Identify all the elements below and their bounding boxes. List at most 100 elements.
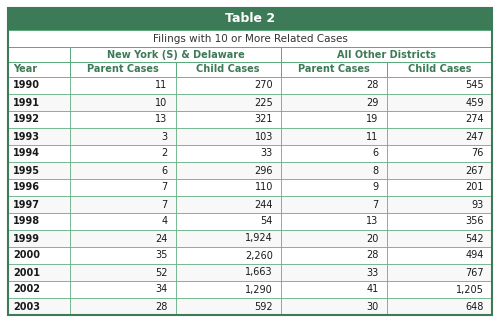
Bar xyxy=(281,298,386,315)
Text: Table 2: Table 2 xyxy=(225,12,275,26)
Bar xyxy=(8,298,70,315)
Text: 7: 7 xyxy=(161,199,168,210)
Text: 2001: 2001 xyxy=(13,268,40,277)
Text: 321: 321 xyxy=(254,115,273,124)
Text: New York (S) & Delaware: New York (S) & Delaware xyxy=(106,50,244,60)
Text: 7: 7 xyxy=(372,199,378,210)
Text: 54: 54 xyxy=(260,217,273,227)
Bar xyxy=(386,247,492,264)
Text: 2002: 2002 xyxy=(13,284,40,294)
Bar xyxy=(8,247,70,264)
Bar xyxy=(386,230,492,247)
Bar xyxy=(70,247,176,264)
Bar xyxy=(386,111,492,128)
Text: 1,290: 1,290 xyxy=(245,284,273,294)
Bar xyxy=(8,94,70,111)
Text: 648: 648 xyxy=(466,301,484,311)
Text: 1992: 1992 xyxy=(13,115,40,124)
Bar xyxy=(386,179,492,196)
Bar xyxy=(8,30,492,47)
Bar xyxy=(176,128,281,145)
Text: Parent Cases: Parent Cases xyxy=(298,65,370,75)
Bar xyxy=(176,77,281,94)
Text: Year: Year xyxy=(13,65,37,75)
Text: 2003: 2003 xyxy=(13,301,40,311)
Text: 274: 274 xyxy=(466,115,484,124)
Text: 592: 592 xyxy=(254,301,273,311)
Text: 41: 41 xyxy=(366,284,378,294)
Bar xyxy=(176,162,281,179)
Text: 8: 8 xyxy=(372,165,378,175)
Bar xyxy=(281,77,386,94)
Bar xyxy=(70,179,176,196)
Bar xyxy=(281,196,386,213)
Text: 247: 247 xyxy=(466,132,484,141)
Bar xyxy=(386,62,492,77)
Text: 270: 270 xyxy=(254,81,273,91)
Bar xyxy=(176,111,281,128)
Text: Child Cases: Child Cases xyxy=(408,65,471,75)
Bar xyxy=(281,264,386,281)
Bar xyxy=(281,94,386,111)
Text: 28: 28 xyxy=(366,81,378,91)
Bar xyxy=(8,179,70,196)
Text: 2: 2 xyxy=(161,148,168,158)
Bar xyxy=(176,281,281,298)
Bar xyxy=(70,264,176,281)
Text: 4: 4 xyxy=(162,217,168,227)
Bar xyxy=(70,298,176,315)
Bar xyxy=(70,162,176,179)
Text: 1993: 1993 xyxy=(13,132,40,141)
Text: 7: 7 xyxy=(161,182,168,193)
Bar xyxy=(386,162,492,179)
Text: 201: 201 xyxy=(466,182,484,193)
Text: 6: 6 xyxy=(162,165,168,175)
Bar xyxy=(281,145,386,162)
Bar xyxy=(176,247,281,264)
Text: 33: 33 xyxy=(366,268,378,277)
Bar xyxy=(70,230,176,247)
Text: 494: 494 xyxy=(466,251,484,260)
Text: 459: 459 xyxy=(466,98,484,108)
Text: 35: 35 xyxy=(155,251,168,260)
Bar xyxy=(386,128,492,145)
Bar xyxy=(281,62,386,77)
Bar xyxy=(386,213,492,230)
Bar xyxy=(70,128,176,145)
Bar xyxy=(386,196,492,213)
Text: 1990: 1990 xyxy=(13,81,40,91)
Text: Child Cases: Child Cases xyxy=(196,65,260,75)
Text: 13: 13 xyxy=(366,217,378,227)
Text: 1994: 1994 xyxy=(13,148,40,158)
Text: 93: 93 xyxy=(472,199,484,210)
Text: 29: 29 xyxy=(366,98,378,108)
Bar xyxy=(70,281,176,298)
Text: 1998: 1998 xyxy=(13,217,40,227)
Bar xyxy=(281,111,386,128)
Text: 1,205: 1,205 xyxy=(456,284,484,294)
Bar xyxy=(176,298,281,315)
Text: 52: 52 xyxy=(155,268,168,277)
Text: 24: 24 xyxy=(155,234,168,244)
Text: 11: 11 xyxy=(155,81,168,91)
Text: 28: 28 xyxy=(366,251,378,260)
Bar xyxy=(176,62,281,77)
Bar xyxy=(176,145,281,162)
Text: 2,260: 2,260 xyxy=(245,251,273,260)
Text: Parent Cases: Parent Cases xyxy=(87,65,158,75)
Bar xyxy=(70,145,176,162)
Text: 1,924: 1,924 xyxy=(245,234,273,244)
Bar xyxy=(8,111,70,128)
Bar xyxy=(8,230,70,247)
Bar xyxy=(70,62,176,77)
Bar xyxy=(281,247,386,264)
Text: All Other Districts: All Other Districts xyxy=(337,50,436,60)
Text: 76: 76 xyxy=(472,148,484,158)
Bar xyxy=(386,145,492,162)
Text: 1,663: 1,663 xyxy=(246,268,273,277)
Text: 1991: 1991 xyxy=(13,98,40,108)
Text: 20: 20 xyxy=(366,234,378,244)
Bar xyxy=(8,264,70,281)
Bar xyxy=(176,230,281,247)
Bar xyxy=(8,47,70,62)
